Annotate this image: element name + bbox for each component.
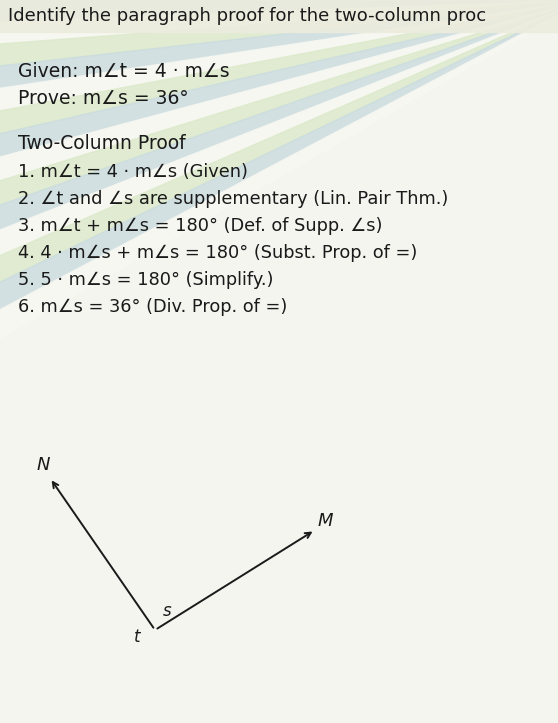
Text: Two-Column Proof: Two-Column Proof [18, 134, 186, 153]
Polygon shape [0, 0, 558, 90]
Text: M: M [318, 512, 334, 530]
Polygon shape [0, 0, 558, 354]
Polygon shape [0, 0, 558, 267]
Text: s: s [163, 602, 172, 620]
Polygon shape [0, 0, 558, 223]
Polygon shape [0, 0, 558, 521]
Polygon shape [0, 0, 558, 45]
Polygon shape [0, 0, 558, 134]
Polygon shape [0, 0, 558, 600]
Text: 4. 4 · m∠s + m∠s = 180° (Subst. Prop. of =): 4. 4 · m∠s + m∠s = 180° (Subst. Prop. of… [18, 244, 417, 262]
Text: t: t [133, 628, 140, 646]
Text: Identify the paragraph proof for the two-column proc: Identify the paragraph proof for the two… [8, 7, 486, 25]
Text: 1. m∠t = 4 · m∠s (Given): 1. m∠t = 4 · m∠s (Given) [18, 163, 248, 181]
Text: 3. m∠t + m∠s = 180° (Def. of Supp. ∠s): 3. m∠t + m∠s = 180° (Def. of Supp. ∠s) [18, 217, 382, 235]
Polygon shape [0, 0, 558, 179]
Text: 5. 5 · m∠s = 180° (Simplify.): 5. 5 · m∠s = 180° (Simplify.) [18, 271, 273, 289]
Text: Given: m∠t = 4 · m∠s: Given: m∠t = 4 · m∠s [18, 62, 230, 81]
Polygon shape [0, 0, 558, 438]
Text: N: N [36, 456, 50, 474]
Polygon shape [0, 0, 558, 311]
Text: Prove: m∠s = 36°: Prove: m∠s = 36° [18, 89, 189, 108]
Text: 2. ∠t and ∠s are supplementary (Lin. Pair Thm.): 2. ∠t and ∠s are supplementary (Lin. Pai… [18, 190, 449, 208]
Polygon shape [0, 0, 558, 480]
Polygon shape [0, 0, 558, 396]
Polygon shape [0, 0, 558, 32]
Text: 6. m∠s = 36° (Div. Prop. of =): 6. m∠s = 36° (Div. Prop. of =) [18, 298, 287, 316]
Polygon shape [0, 0, 558, 561]
